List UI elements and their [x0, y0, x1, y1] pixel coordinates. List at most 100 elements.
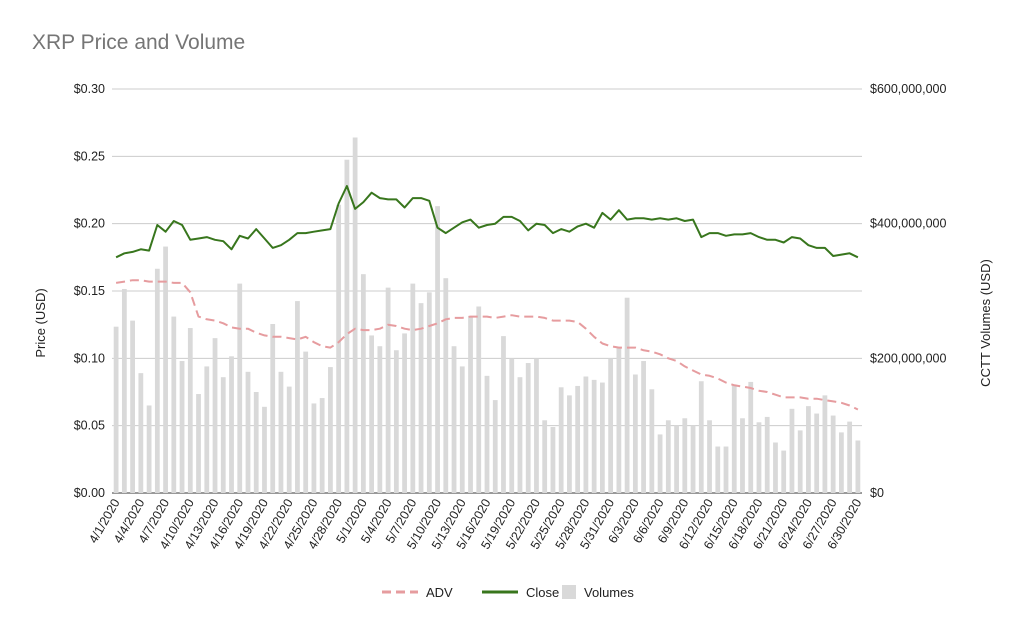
- volume-bar: [830, 415, 836, 493]
- volume-bar: [121, 288, 127, 493]
- volume-bar: [245, 371, 251, 493]
- y-tick-label: $0.00: [74, 486, 105, 500]
- volume-bar: [847, 421, 853, 493]
- volume-bar: [822, 395, 828, 493]
- volume-bar: [278, 371, 284, 493]
- volume-bar: [410, 283, 416, 493]
- close-line: [115, 185, 859, 259]
- volume-bar: [855, 440, 861, 493]
- volume-bar: [253, 392, 259, 493]
- y-tick-label: $0.25: [74, 149, 105, 163]
- y-tick-label: $0.30: [74, 82, 105, 96]
- price-lines: [115, 185, 859, 411]
- volume-bar: [608, 358, 614, 493]
- volume-bar: [154, 268, 160, 493]
- volume-bar: [715, 446, 721, 493]
- volume-bar: [138, 373, 144, 493]
- volume-bar: [393, 350, 399, 493]
- volume-bar: [698, 381, 704, 493]
- volume-bar: [344, 159, 350, 493]
- volume-bar: [146, 405, 152, 493]
- volume-bar: [187, 328, 193, 493]
- y2-tick-label: $0: [870, 486, 884, 500]
- legend-label-close: Close: [526, 585, 559, 600]
- y-tick-label: $0.20: [74, 217, 105, 231]
- volume-bar: [369, 335, 375, 493]
- volume-bar: [814, 413, 820, 493]
- volume-bar: [484, 375, 490, 493]
- volume-bar: [616, 346, 622, 493]
- volume-bar: [550, 427, 556, 493]
- volume-bar: [352, 137, 358, 494]
- volume-bar: [476, 306, 482, 493]
- volume-bar: [212, 338, 218, 493]
- volume-bar: [262, 406, 267, 493]
- volume-bar: [286, 386, 292, 493]
- volume-bar: [599, 382, 605, 493]
- volume-bar: [360, 274, 366, 493]
- volume-bar: [731, 384, 737, 493]
- volume-bar: [723, 446, 729, 493]
- volume-bar: [534, 358, 539, 493]
- volume-bar: [492, 400, 498, 493]
- volume-bar: [270, 323, 276, 493]
- volume-bar: [567, 395, 572, 493]
- volume-bar: [171, 316, 177, 493]
- legend-label-volumes: Volumes: [584, 585, 634, 600]
- volume-bar: [591, 379, 597, 493]
- volume-bar: [525, 363, 531, 493]
- volume-bar: [336, 204, 342, 493]
- legend: ADV Close Volumes: [382, 585, 634, 600]
- volume-bar: [377, 346, 383, 493]
- volume-bar: [682, 418, 688, 493]
- adv-line: [115, 279, 859, 411]
- volume-bar: [781, 450, 787, 493]
- volume-bar: [517, 377, 523, 493]
- volume-bar: [385, 287, 391, 493]
- y2-axis-title: CCTT Volumes (USD): [978, 259, 993, 387]
- volume-bar: [583, 376, 589, 493]
- volume-bar: [748, 381, 754, 493]
- volume-bar: [657, 434, 663, 493]
- volume-bar: [558, 387, 564, 493]
- volume-bar: [328, 367, 333, 493]
- volume-bar: [468, 315, 473, 493]
- volume-bar: [839, 432, 844, 493]
- y2-tick-label: $600,000,000: [870, 82, 947, 96]
- volume-bar: [707, 420, 712, 493]
- volume-bar: [435, 206, 440, 493]
- y2-tick-label: $200,000,000: [870, 351, 947, 365]
- volume-bar: [542, 420, 548, 493]
- volume-bar: [641, 361, 646, 493]
- volume-bar: [806, 406, 811, 493]
- volume-bar: [237, 283, 243, 493]
- y2-tick-label: $400,000,000: [870, 217, 947, 231]
- volume-bar: [459, 366, 465, 493]
- volume-bar: [402, 333, 407, 493]
- volume-bar: [665, 420, 671, 493]
- volume-bar: [624, 297, 630, 493]
- y-tick-label: $0.15: [74, 284, 105, 298]
- volume-bar: [418, 303, 424, 493]
- volume-bar: [575, 385, 581, 493]
- volume-bar: [196, 394, 201, 493]
- volume-bar: [179, 361, 185, 493]
- volume-bar: [797, 430, 803, 493]
- volume-bar: [204, 366, 210, 493]
- volume-bars: [113, 137, 861, 494]
- volume-bar: [501, 336, 506, 493]
- volume-bar: [311, 403, 317, 493]
- volume-bar: [229, 356, 234, 493]
- volume-bar: [789, 408, 795, 493]
- y-tick-label: $0.10: [74, 351, 105, 365]
- volume-bar: [756, 422, 762, 493]
- volume-bar: [509, 358, 515, 493]
- chart-title: XRP Price and Volume: [32, 31, 246, 54]
- volume-bar: [220, 377, 226, 493]
- volume-bar: [295, 301, 300, 493]
- legend-label-adv: ADV: [426, 585, 453, 600]
- volume-bar: [764, 416, 770, 493]
- y-tick-label: $0.05: [74, 419, 105, 433]
